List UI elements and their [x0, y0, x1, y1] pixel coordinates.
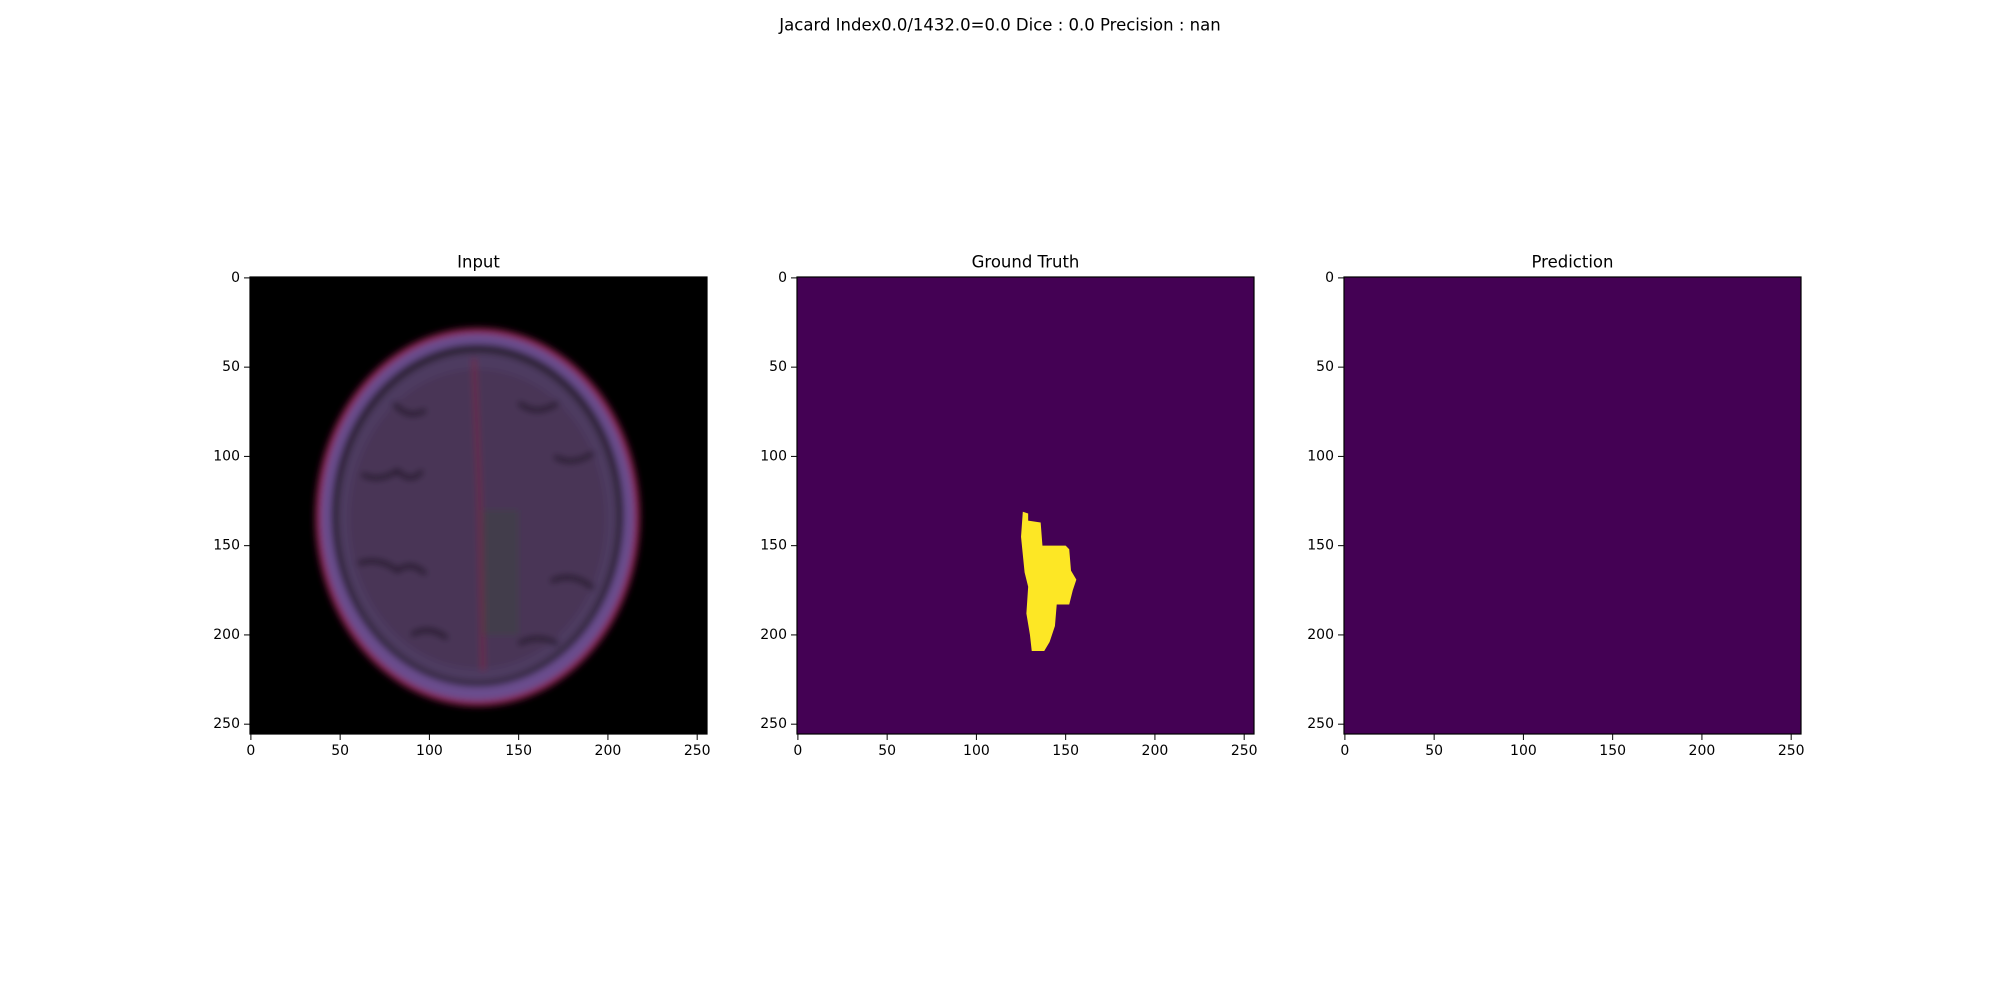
axes-title: Input — [457, 253, 500, 272]
axes-title: Prediction — [1532, 253, 1614, 272]
y-tick-label: 250 — [1307, 716, 1334, 732]
x-tick-label: 200 — [1142, 743, 1169, 759]
y-tick-label: 150 — [1307, 538, 1334, 554]
x-tick-label: 50 — [331, 743, 349, 759]
x-tick-label: 200 — [1689, 743, 1716, 759]
y-tick-label: 100 — [760, 448, 787, 464]
axes-frame — [249, 276, 708, 735]
ground-truth-image — [797, 277, 1254, 734]
y-tick-label: 250 — [760, 716, 787, 732]
input-image — [250, 277, 707, 734]
y-tick-label: 250 — [213, 716, 240, 732]
y-tick-label: 200 — [760, 627, 787, 643]
x-tick-label: 150 — [1052, 743, 1079, 759]
axes-title: Ground Truth — [972, 253, 1080, 272]
x-tick-label: 100 — [416, 743, 443, 759]
axes-frame — [796, 276, 1255, 735]
y-tick-label: 150 — [213, 538, 240, 554]
figure-title: Jacard Index0.0/1432.0=0.0 Dice : 0.0 Pr… — [778, 16, 1220, 35]
prediction-image — [1344, 277, 1801, 734]
y-tick-label: 50 — [769, 359, 787, 375]
x-tick-label: 250 — [684, 743, 711, 759]
x-tick-label: 250 — [1778, 743, 1805, 759]
y-tick-label: 200 — [1307, 627, 1334, 643]
y-tick-label: 150 — [760, 538, 787, 554]
x-tick-label: 150 — [1599, 743, 1626, 759]
x-tick-label: 200 — [595, 743, 622, 759]
x-tick-label: 100 — [1510, 743, 1537, 759]
x-tick-label: 100 — [963, 743, 990, 759]
y-tick-label: 50 — [1316, 359, 1334, 375]
x-tick-label: 50 — [878, 743, 896, 759]
y-tick-label: 0 — [1325, 270, 1334, 286]
x-tick-label: 50 — [1425, 743, 1443, 759]
y-tick-label: 0 — [231, 270, 240, 286]
y-tick-label: 0 — [778, 270, 787, 286]
y-tick-label: 100 — [1307, 448, 1334, 464]
axes-frame — [1343, 276, 1802, 735]
y-tick-label: 200 — [213, 627, 240, 643]
x-tick-label: 150 — [505, 743, 532, 759]
x-tick-label: 0 — [793, 743, 802, 759]
y-tick-label: 50 — [222, 359, 240, 375]
x-tick-label: 250 — [1231, 743, 1258, 759]
x-tick-label: 0 — [246, 743, 255, 759]
y-tick-label: 100 — [213, 448, 240, 464]
x-tick-label: 0 — [1340, 743, 1349, 759]
